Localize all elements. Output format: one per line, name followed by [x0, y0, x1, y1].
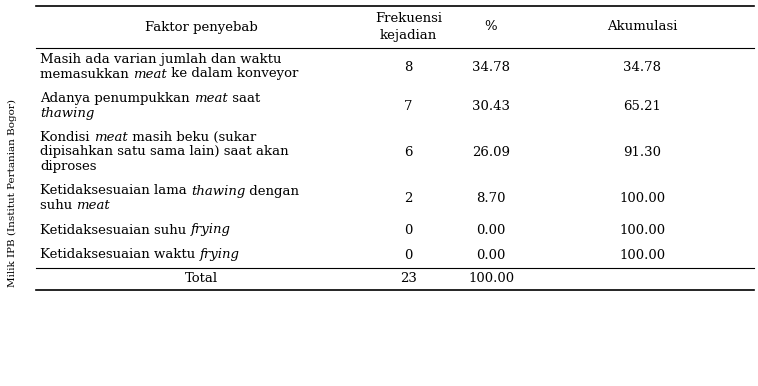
Text: meat: meat: [77, 199, 110, 212]
Text: 0: 0: [404, 224, 412, 237]
Text: saat: saat: [227, 92, 260, 105]
Text: 0.00: 0.00: [476, 224, 506, 237]
Text: dengan: dengan: [246, 185, 299, 198]
Text: 0.00: 0.00: [476, 249, 506, 262]
Text: Akumulasi: Akumulasi: [607, 20, 678, 34]
Text: frying: frying: [199, 248, 240, 261]
Text: Faktor penyebab: Faktor penyebab: [145, 20, 258, 34]
Text: 26.09: 26.09: [472, 146, 510, 159]
Text: Ketidaksesuaian waktu: Ketidaksesuaian waktu: [40, 248, 199, 261]
Text: 30.43: 30.43: [472, 100, 510, 113]
Text: masih beku (sukar: masih beku (sukar: [127, 131, 255, 144]
Text: 100.00: 100.00: [619, 193, 666, 205]
Text: 2: 2: [404, 193, 412, 205]
Text: 100.00: 100.00: [619, 224, 666, 237]
Text: meat: meat: [94, 131, 127, 144]
Text: 7: 7: [404, 100, 413, 113]
Text: thawing: thawing: [40, 107, 95, 120]
Text: dipisahkan satu sama lain) saat akan: dipisahkan satu sama lain) saat akan: [40, 146, 289, 159]
Text: 23: 23: [400, 272, 417, 285]
Text: meat: meat: [133, 68, 167, 81]
Text: Total: Total: [184, 272, 218, 285]
Text: Ketidaksesuaian suhu: Ketidaksesuaian suhu: [40, 223, 190, 237]
Text: diproses: diproses: [40, 160, 96, 173]
Text: 6: 6: [404, 146, 413, 159]
Text: 65.21: 65.21: [624, 100, 662, 113]
Text: Masih ada varian jumlah dan waktu: Masih ada varian jumlah dan waktu: [40, 53, 281, 66]
Text: %: %: [484, 20, 497, 34]
Text: 100.00: 100.00: [619, 249, 666, 262]
Text: frying: frying: [190, 223, 230, 237]
Text: 100.00: 100.00: [468, 272, 514, 285]
Text: Ketidaksesuaian lama: Ketidaksesuaian lama: [40, 185, 191, 198]
Text: 8.70: 8.70: [476, 193, 506, 205]
Text: memasukkan: memasukkan: [40, 68, 133, 81]
Text: 91.30: 91.30: [624, 146, 662, 159]
Text: Milik IPB (Institut Pertanian Bogor): Milik IPB (Institut Pertanian Bogor): [8, 99, 17, 287]
Text: ke dalam konveyor: ke dalam konveyor: [167, 68, 298, 81]
Text: Adanya penumpukkan: Adanya penumpukkan: [40, 92, 194, 105]
Text: 34.78: 34.78: [624, 61, 662, 74]
Text: thawing: thawing: [191, 185, 246, 198]
Text: 8: 8: [404, 61, 412, 74]
Text: 0: 0: [404, 249, 412, 262]
Text: Frekuensi
kejadian: Frekuensi kejadian: [375, 12, 442, 42]
Text: suhu: suhu: [40, 199, 77, 212]
Text: meat: meat: [194, 92, 227, 105]
Text: Kondisi: Kondisi: [40, 131, 94, 144]
Text: 34.78: 34.78: [472, 61, 510, 74]
